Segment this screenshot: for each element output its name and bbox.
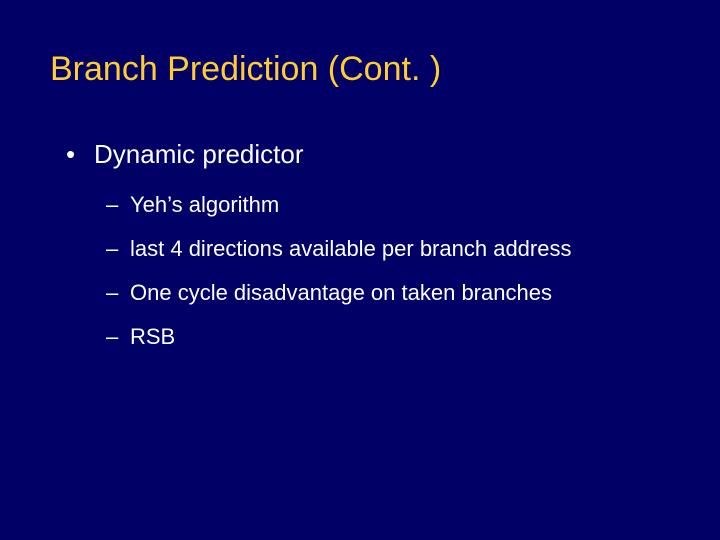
bullet-level2: Yeh’s algorithm xyxy=(106,192,670,218)
bullet-level2: RSB xyxy=(106,324,670,350)
slide: Branch Prediction (Cont. ) Dynamic predi… xyxy=(0,0,720,540)
bullet-level1: Dynamic predictor xyxy=(66,139,670,170)
slide-title: Branch Prediction (Cont. ) xyxy=(50,50,670,89)
bullet-level2: last 4 directions available per branch a… xyxy=(106,236,670,262)
bullet-level2: One cycle disadvantage on taken branches xyxy=(106,280,670,306)
